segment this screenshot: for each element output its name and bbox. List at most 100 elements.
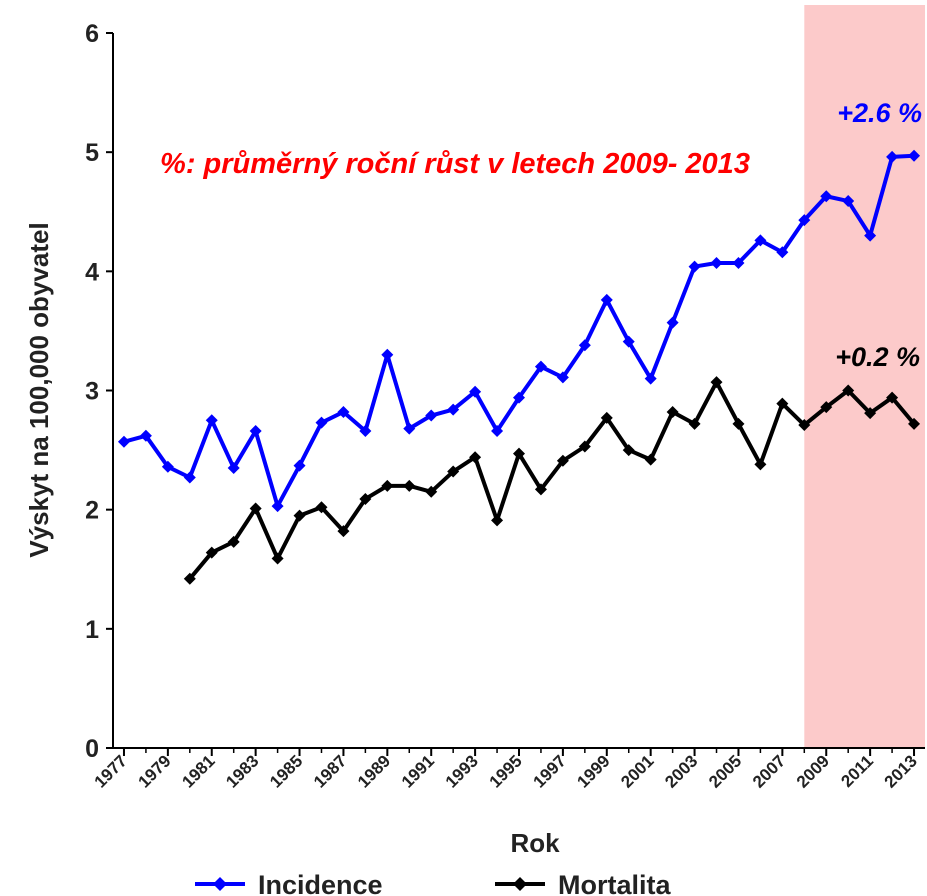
data-point — [381, 479, 394, 492]
data-point — [381, 348, 394, 361]
data-point — [359, 492, 372, 505]
data-point — [249, 425, 262, 438]
data-point — [842, 384, 855, 397]
legend-label: Incidence — [258, 870, 383, 896]
x-tick-label: 2001 — [617, 751, 657, 791]
data-point — [666, 316, 679, 329]
x-tick-label: 1981 — [178, 751, 218, 791]
data-point — [600, 293, 613, 306]
data-point — [842, 195, 855, 208]
data-point — [732, 256, 745, 269]
data-point — [710, 376, 723, 389]
data-point — [908, 417, 921, 430]
data-point — [183, 471, 196, 484]
x-axis-title: Rok — [510, 828, 560, 858]
data-point — [578, 440, 591, 453]
data-point — [425, 409, 438, 422]
data-point — [249, 502, 262, 515]
data-point — [556, 454, 569, 467]
data-point — [139, 429, 152, 442]
data-point — [754, 458, 767, 471]
data-point — [425, 485, 438, 498]
data-point — [183, 572, 196, 585]
data-point — [447, 465, 460, 478]
data-point — [513, 391, 525, 404]
annotation: +2.6 % — [837, 98, 922, 128]
x-tick-label: 1991 — [398, 751, 438, 791]
data-point — [688, 417, 701, 430]
data-point — [359, 425, 372, 438]
data-point — [864, 229, 877, 242]
data-point — [534, 483, 547, 496]
data-point — [820, 401, 833, 414]
data-point — [886, 391, 899, 404]
annotation: %: průměrný roční růst v letech 2009- 20… — [160, 148, 750, 180]
data-point — [447, 403, 460, 416]
highlight-region — [804, 5, 925, 748]
y-tick-label: 0 — [85, 735, 99, 763]
x-tick-label: 2005 — [705, 751, 745, 791]
data-point — [271, 552, 284, 565]
y-tick-label: 6 — [85, 20, 99, 48]
data-point — [117, 435, 130, 448]
x-tick-label: 2003 — [661, 751, 701, 791]
data-point — [227, 461, 240, 474]
data-point — [732, 417, 745, 430]
legend-marker — [513, 877, 527, 891]
data-point — [798, 419, 811, 432]
data-point — [578, 339, 591, 352]
data-point — [622, 335, 635, 348]
data-point — [644, 453, 657, 466]
x-tick-label: 1979 — [135, 751, 175, 791]
data-point — [600, 411, 613, 424]
data-point — [776, 397, 789, 410]
data-point — [161, 460, 174, 473]
data-point — [798, 214, 811, 227]
x-tick-label: 2009 — [793, 751, 833, 791]
data-point — [315, 501, 328, 514]
data-point — [315, 416, 328, 429]
x-tick-label: 1993 — [442, 751, 482, 791]
y-tick-label: 1 — [85, 616, 99, 644]
y-axis-title: Výskyt na 100,000 obyvatel — [24, 222, 54, 557]
data-point — [337, 525, 350, 538]
data-point — [491, 425, 504, 438]
data-point — [403, 422, 416, 435]
annotation: +0.2 % — [835, 342, 920, 372]
data-point — [227, 535, 240, 548]
x-tick-label: 1997 — [530, 751, 570, 791]
data-point — [469, 451, 482, 464]
data-point — [776, 246, 789, 259]
data-point — [534, 360, 547, 373]
legend-item: Mortalita — [495, 870, 671, 896]
x-tick-label: 1989 — [354, 751, 394, 791]
data-point — [293, 509, 306, 522]
data-point — [491, 514, 504, 527]
data-point — [688, 260, 701, 273]
y-tick-label: 2 — [85, 497, 99, 525]
legend-marker — [213, 877, 227, 891]
x-tick-label: 1999 — [573, 751, 613, 791]
data-point — [710, 256, 723, 269]
x-tick-label: 2013 — [881, 751, 921, 791]
data-point — [205, 414, 218, 427]
data-point — [556, 371, 569, 384]
data-point — [271, 500, 284, 513]
data-point — [293, 459, 306, 472]
data-point — [644, 372, 657, 385]
x-tick-label: 2007 — [749, 751, 789, 791]
data-point — [908, 149, 921, 162]
data-point — [886, 150, 899, 163]
x-tick-label: 2011 — [837, 751, 877, 791]
data-point — [337, 405, 350, 418]
data-point — [820, 190, 833, 203]
data-point — [622, 444, 635, 457]
data-point — [205, 546, 218, 559]
data-point — [864, 407, 877, 420]
legend-item: Incidence — [195, 870, 383, 896]
data-point — [666, 405, 679, 418]
y-tick-label: 4 — [85, 258, 99, 286]
series-line — [188, 380, 916, 581]
y-tick-label: 5 — [85, 139, 99, 167]
